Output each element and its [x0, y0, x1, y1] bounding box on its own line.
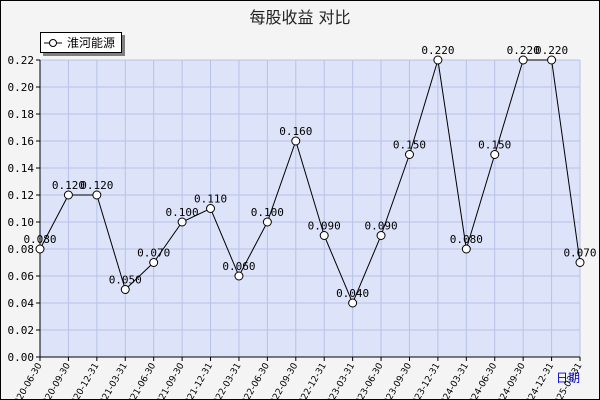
data-label: 0.080 [450, 233, 483, 246]
y-tick-label: 0.06 [8, 270, 35, 283]
data-point [234, 271, 244, 281]
data-point [35, 244, 45, 254]
data-point [63, 190, 73, 200]
y-tick-label: 0.04 [8, 297, 35, 310]
data-label: 0.060 [222, 260, 255, 273]
data-label: 0.160 [279, 125, 312, 138]
data-label: 0.220 [535, 44, 568, 57]
data-point [518, 55, 528, 65]
data-label: 0.100 [251, 206, 284, 219]
data-label: 0.070 [563, 247, 596, 260]
legend: 淮河能源 [40, 32, 123, 53]
legend-marker-icon [44, 38, 62, 47]
x-tick-label: 2020-06-30 [10, 361, 45, 400]
data-label: 0.150 [393, 139, 426, 152]
data-point [348, 298, 358, 308]
data-point [376, 231, 386, 240]
data-point [177, 217, 187, 227]
y-tick-label: 0.10 [8, 216, 35, 229]
chart-title: 每股收益 对比 [249, 8, 351, 27]
y-tick-label: 0.14 [8, 162, 35, 175]
data-point [262, 217, 272, 227]
data-point [206, 204, 216, 213]
data-label: 0.070 [137, 247, 170, 260]
plot-area [40, 60, 580, 357]
data-label: 0.220 [507, 44, 540, 57]
y-tick-label: 0.12 [8, 189, 35, 202]
data-label: 0.080 [23, 233, 56, 246]
y-tick-label: 0.18 [8, 108, 35, 121]
data-point [120, 285, 130, 294]
y-tick-label: 0.08 [8, 243, 35, 256]
y-tick-label: 0.20 [8, 81, 35, 94]
y-tick-label: 0.02 [8, 324, 35, 337]
y-tick-label: 0.00 [8, 351, 35, 364]
data-point [490, 150, 500, 159]
x-axis-label: 日期 [556, 371, 580, 385]
data-label: 0.120 [80, 179, 113, 192]
data-label: 0.100 [166, 206, 199, 219]
data-label: 0.120 [52, 179, 85, 192]
data-point [433, 55, 443, 65]
data-label: 0.110 [194, 193, 227, 206]
data-point [547, 55, 557, 65]
data-label: 0.150 [478, 139, 511, 152]
data-label: 0.040 [336, 287, 369, 300]
y-tick-label: 0.22 [8, 54, 35, 67]
data-label: 0.090 [308, 220, 341, 233]
y-tick-label: 0.16 [8, 135, 35, 148]
series-line [39, 59, 581, 305]
data-point [92, 190, 102, 200]
data-point [461, 244, 471, 254]
data-point [575, 258, 585, 267]
data-label: 0.220 [421, 44, 454, 57]
data-point [319, 231, 329, 240]
data-label: 0.050 [109, 274, 142, 287]
data-point [291, 136, 301, 146]
data-point [149, 258, 159, 267]
legend-label: 淮河能源 [67, 36, 116, 50]
data-label: 0.090 [364, 220, 397, 233]
data-point [404, 150, 414, 159]
